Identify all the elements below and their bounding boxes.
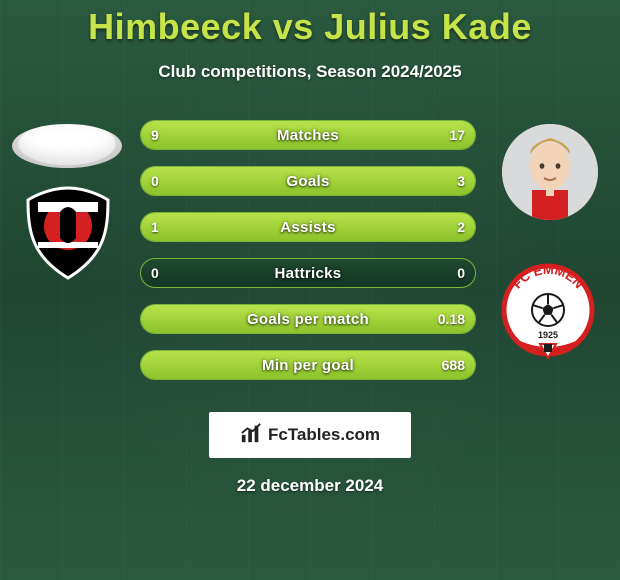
metric-label: Matches — [141, 121, 475, 149]
metric-label: Goals per match — [141, 305, 475, 333]
metric-label: Assists — [141, 213, 475, 241]
metric-row: 0.18Goals per match — [140, 304, 476, 334]
chart-icon — [240, 422, 262, 449]
metric-row: 688Min per goal — [140, 350, 476, 380]
svg-text:1925: 1925 — [538, 330, 558, 340]
metric-bars: 917Matches 03Goals 12Assists 00Hattricks 0.1… — [140, 120, 476, 396]
fctables-badge: FcTables.com — [209, 412, 411, 458]
metric-row: 03Goals — [140, 166, 476, 196]
player-right-portrait — [502, 124, 598, 220]
metric-label: Goals — [141, 167, 475, 195]
footer-date: 22 december 2024 — [0, 476, 620, 496]
metric-row: 00Hattricks — [140, 258, 476, 288]
page-subtitle: Club competitions, Season 2024/2025 — [0, 62, 620, 82]
metric-label: Min per goal — [141, 351, 475, 379]
metric-label: Hattricks — [141, 259, 475, 287]
metric-row: 917Matches — [140, 120, 476, 150]
fc-emmen-crest-icon: FC EMMEN 1925 — [494, 260, 602, 368]
player-left-portrait — [12, 124, 122, 168]
helmond-sport-crest-icon — [18, 182, 118, 282]
comparison-chart: FC EMMEN 1925 91 — [10, 120, 610, 400]
metric-row: 12Assists — [140, 212, 476, 242]
badge-text: FcTables.com — [268, 425, 380, 445]
page-title: Himbeeck vs Julius Kade — [0, 0, 620, 48]
